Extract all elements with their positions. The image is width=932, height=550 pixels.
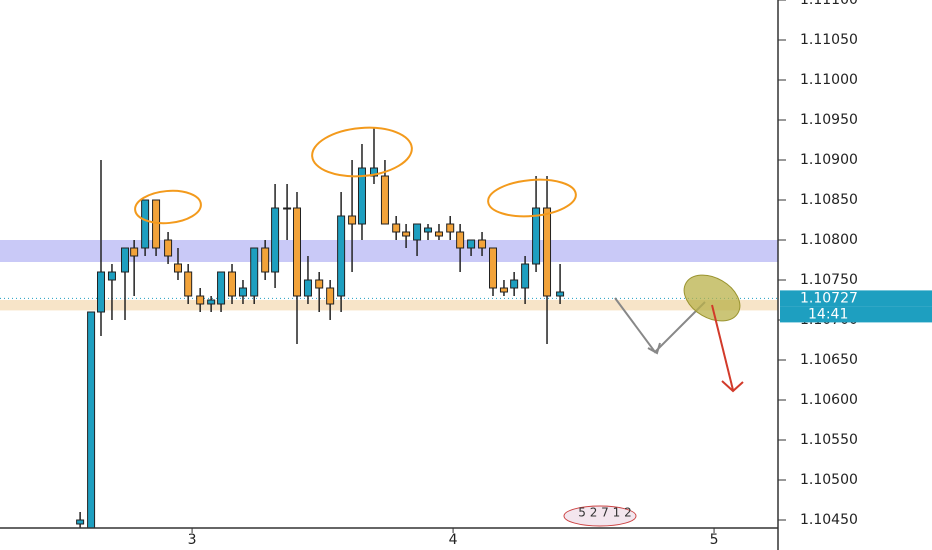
candle-body — [499, 287, 508, 293]
y-tick-label: 1.10550 — [800, 432, 858, 448]
candle-body — [424, 227, 433, 233]
candle-body — [261, 247, 270, 273]
candle-body — [141, 199, 150, 249]
x-tick-label: 3 — [188, 532, 197, 548]
y-tick-label: 1.10650 — [800, 352, 858, 368]
candle-body — [87, 311, 96, 529]
candle-body — [510, 279, 519, 289]
y-tick-label: 1.10800 — [800, 232, 858, 248]
zone — [0, 240, 778, 262]
down-arrow — [711, 304, 734, 391]
candle-body — [467, 239, 476, 249]
candle-body — [238, 287, 247, 297]
candle-body — [76, 519, 85, 525]
candle-body — [271, 207, 280, 273]
y-tick-label: 1.10450 — [800, 512, 858, 528]
y-tick-label: 1.10500 — [800, 472, 858, 488]
candle-body — [402, 231, 411, 237]
candle-body — [130, 247, 139, 257]
zone — [0, 300, 778, 311]
candle-body — [369, 167, 378, 177]
candle-body — [217, 271, 226, 305]
candle-body — [173, 263, 182, 273]
candle-body — [521, 263, 530, 289]
candle-body — [478, 239, 487, 249]
candle-body — [446, 223, 455, 233]
candle-body — [303, 279, 312, 297]
y-tick-label: 1.10950 — [800, 112, 858, 128]
candle-body — [337, 215, 346, 297]
y-tick-label: 1.10600 — [800, 392, 858, 408]
y-tick-label: 1.11050 — [800, 32, 858, 48]
candle-body — [228, 271, 237, 297]
annotations — [134, 126, 577, 225]
countdown-box — [780, 306, 932, 323]
candle-body — [413, 223, 422, 241]
x-tick-label: 5 — [710, 532, 719, 548]
y-tick-label: 1.11000 — [800, 72, 858, 88]
y-tick-label: 1.10750 — [800, 272, 858, 288]
candle-body — [184, 271, 193, 297]
y-tick-label: 1.10900 — [800, 152, 858, 168]
candle-body — [107, 271, 116, 281]
y-tick-label: 1.10850 — [800, 192, 858, 208]
candle-body — [456, 231, 465, 249]
candle-body — [380, 175, 389, 225]
watermark: 5 2 7 1 2 — [563, 505, 637, 527]
x-tick-label: 4 — [449, 532, 458, 548]
candle-body — [250, 247, 259, 297]
candle-body — [97, 271, 106, 313]
candle-body — [164, 239, 173, 257]
candle-body — [392, 223, 401, 233]
candle-body — [556, 291, 565, 297]
price-tag-box — [780, 290, 932, 307]
candle-body — [348, 215, 357, 225]
candle-body — [315, 279, 324, 289]
candle-body — [543, 207, 552, 297]
candle-body — [283, 207, 292, 210]
arrow-head — [647, 342, 661, 355]
candle-body — [293, 207, 302, 297]
candle-body — [196, 295, 205, 305]
y-tick-label: 1.11100 — [800, 0, 858, 8]
countdown-label: 14:41 — [808, 306, 848, 322]
last-price-label: 1.10727 — [800, 290, 858, 306]
arrow-head — [721, 380, 744, 393]
watermark-text: 5 2 7 1 2 — [578, 506, 631, 520]
candle-body — [357, 167, 366, 225]
candle-body — [207, 299, 216, 305]
candle-body — [434, 231, 443, 237]
candle-body — [326, 287, 335, 305]
candle-body — [489, 247, 498, 289]
target-marker — [683, 274, 741, 322]
candle-body — [532, 207, 541, 265]
candle-body — [121, 247, 130, 273]
